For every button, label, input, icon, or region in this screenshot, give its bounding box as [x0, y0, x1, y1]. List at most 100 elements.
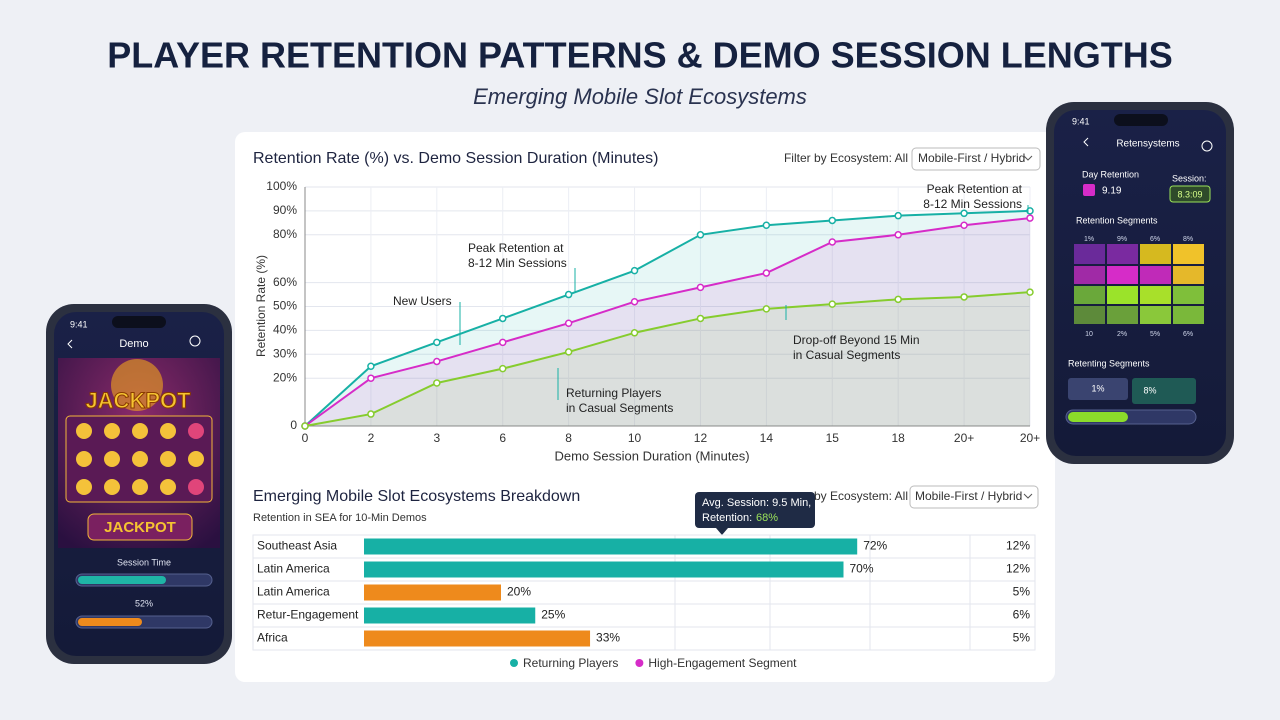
- segments-title: Retenting Segments: [1068, 358, 1150, 368]
- value-label: 25%: [541, 608, 565, 622]
- y-tick-label: 40%: [273, 323, 297, 337]
- back-icon[interactable]: [67, 339, 73, 349]
- jackpot-banner: JACKPOT: [85, 388, 191, 413]
- value-label: 70%: [850, 562, 874, 576]
- heat-col-label: 6%: [1150, 236, 1160, 243]
- bar: [364, 607, 536, 624]
- x-tick-label: 14: [760, 431, 774, 445]
- value-label: 72%: [863, 539, 887, 553]
- annotation: Returning Players: [566, 386, 661, 400]
- x-tick-label: 18: [892, 431, 906, 445]
- bar-title: Emerging Mobile Slot Ecosystems Breakdow…: [253, 488, 580, 505]
- bar-chart: Southeast Asia 72% 12% Latin America 70% 12% L…: [252, 534, 1036, 651]
- x-tick-label: 20+: [1020, 431, 1040, 445]
- filter-option: Mobile-First / Hybrid: [915, 489, 1022, 503]
- stat-value: 1%: [1091, 383, 1104, 393]
- annotation: in Casual Segments: [793, 348, 900, 362]
- progress-fill: [1068, 412, 1128, 422]
- badge: [1083, 184, 1095, 196]
- data-point: [498, 314, 507, 323]
- filter-dropdown[interactable]: [909, 485, 1039, 509]
- data-point: [828, 300, 837, 308]
- session-box: [1169, 185, 1211, 203]
- bar: [364, 561, 844, 578]
- heat-row-label: 2%: [1117, 331, 1127, 338]
- data-point: [960, 221, 968, 229]
- left-phone: 9:41 Demo JACKPOT JACKPOT Session Time 5…: [46, 304, 232, 664]
- annotation: 8-12 Min Sessions: [923, 197, 1022, 211]
- x-tick-label: 10: [628, 431, 642, 445]
- legend-swatch: [635, 659, 644, 667]
- data-point: [762, 269, 771, 277]
- data-point: [960, 293, 968, 301]
- session-label: Session:: [1172, 173, 1207, 183]
- jackpot-plate-text: JACKPOT: [104, 519, 176, 536]
- dropdown-caret: [1023, 493, 1033, 499]
- info-icon[interactable]: [1201, 140, 1213, 152]
- info-icon[interactable]: [189, 335, 201, 347]
- series-line: [304, 209, 1031, 427]
- screen-header: Retensystems: [1116, 139, 1179, 150]
- line-chart: 0 20% 30% 40% 50% 60% 80% 90% 100% 0 2 3 6 8 10 12 14 15 1…: [266, 179, 1040, 670]
- session-value: 8.3:09: [1177, 189, 1202, 199]
- x-tick-label: 8: [565, 431, 572, 445]
- category-label: Africa: [257, 631, 288, 645]
- jackpot-plate: [87, 513, 193, 541]
- filter-dropdown[interactable]: [911, 147, 1041, 171]
- data-point: [894, 231, 902, 239]
- filter-option: Mobile-First / Hybrid: [918, 151, 1025, 165]
- data-point: [696, 283, 705, 292]
- x-tick-label: 6: [499, 431, 506, 445]
- data-point: [828, 216, 837, 225]
- value-label: 20%: [507, 585, 531, 599]
- share-label: 6%: [1013, 608, 1031, 622]
- data-point: [762, 221, 771, 229]
- annotation: 8-12 Min Sessions: [468, 256, 567, 270]
- data-point: [630, 329, 639, 337]
- notch: [112, 316, 166, 328]
- data-point: [498, 364, 507, 373]
- category-label: Latin America: [257, 585, 330, 599]
- value-label: 33%: [596, 631, 620, 645]
- data-point: [696, 231, 705, 239]
- data-point: [894, 211, 902, 220]
- notch: [1114, 114, 1168, 126]
- right-phone: 9:41 Retensystems Day Retention 9.19 Ses…: [1046, 102, 1234, 464]
- data-point: [696, 314, 705, 323]
- y-axis-label: Retention Rate (%): [254, 255, 268, 357]
- series-area: [305, 218, 1030, 426]
- segments-title: Retention Segments: [1076, 215, 1158, 225]
- day-value: 9.19: [1102, 186, 1122, 197]
- x-tick-label: 20+: [954, 431, 974, 445]
- legend-swatch: [510, 659, 518, 667]
- data-point: [564, 348, 573, 356]
- data-point: [630, 297, 639, 306]
- progress-label: 52%: [135, 598, 153, 608]
- table-frame: [252, 534, 1036, 651]
- back-icon[interactable]: [1083, 137, 1089, 147]
- heat-row-label: 5%: [1150, 331, 1160, 338]
- annotation: in Casual Segments: [566, 401, 673, 415]
- stat-box: [1132, 378, 1196, 404]
- stat-value: 8%: [1143, 385, 1156, 395]
- burst: [111, 359, 163, 411]
- bar: [364, 630, 591, 647]
- progress-fill: [78, 576, 166, 584]
- annotation: Drop-off Beyond 15 Min: [793, 333, 920, 347]
- heat-row-label: 10: [1085, 331, 1093, 338]
- day-label: Day Retention: [1082, 169, 1139, 179]
- series-line: [304, 217, 1031, 427]
- y-tick-label: 0: [290, 418, 297, 432]
- category-label: Retur-Engagement: [257, 608, 359, 622]
- tooltip-text: Avg. Session: 9.5 Min,: [702, 497, 811, 509]
- heat-col-label: 8%: [1183, 236, 1193, 243]
- heat-row-label: 6%: [1183, 331, 1193, 338]
- data-point: [498, 338, 507, 347]
- page-title: PLAYER RETENTION PATTERNS & DEMO SESSION…: [107, 35, 1172, 76]
- data-point: [367, 374, 375, 382]
- screen-header: Demo: [119, 338, 148, 350]
- coins: [76, 423, 204, 495]
- share-label: 5%: [1013, 585, 1031, 599]
- data-point: [433, 379, 441, 387]
- tooltip-pointer: [716, 528, 728, 535]
